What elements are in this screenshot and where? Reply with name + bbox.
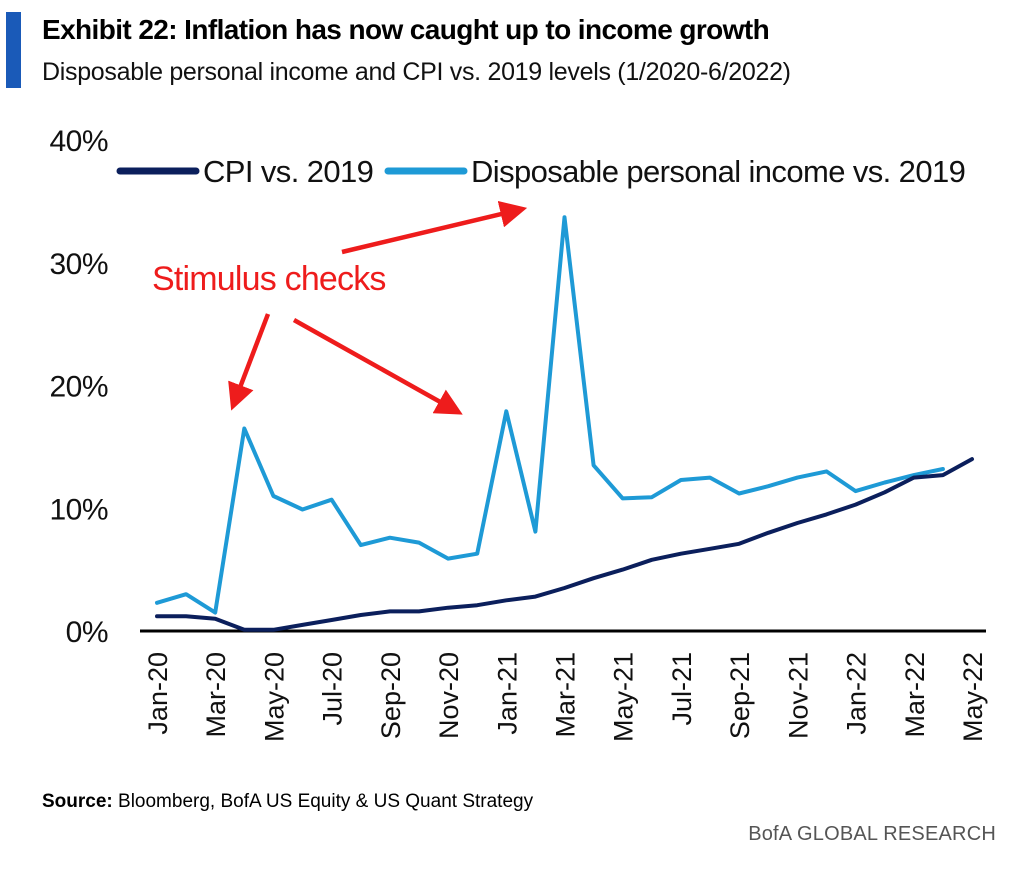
annotation-text: Stimulus checks xyxy=(152,260,386,298)
annotation-arrow xyxy=(341,200,528,255)
legend: CPI vs. 2019 Disposable personal income v… xyxy=(116,154,966,189)
x-tick-label: May-22 xyxy=(958,652,988,742)
y-tick-label: 0% xyxy=(66,616,108,649)
chart-subtitle: Disposable personal income and CPI vs. 2… xyxy=(42,58,791,86)
x-tick-label: May-20 xyxy=(259,652,289,742)
source-note: Source: Bloomberg, BofA US Equity & US Q… xyxy=(42,791,533,813)
stimulus-annotation: Stimulus checks xyxy=(152,200,528,415)
y-tick-label: 10% xyxy=(49,493,108,526)
x-tick-label: Jan-20 xyxy=(143,652,173,735)
x-tick-label: Nov-20 xyxy=(434,652,464,739)
x-tick-label: Sep-21 xyxy=(725,652,755,739)
x-tick-label: Mar-20 xyxy=(201,652,231,738)
x-tick-label: Jul-21 xyxy=(667,652,697,726)
accent-bar xyxy=(6,12,21,88)
x-tick-label: Jan-21 xyxy=(492,652,522,735)
x-tick-label: May-21 xyxy=(609,652,639,742)
y-axis-labels: 0% 10% 20% 30% 40% xyxy=(49,125,108,649)
legend-label: CPI vs. 2019 xyxy=(203,154,373,189)
series-lines xyxy=(155,215,974,632)
chart-title: Exhibit 22: Inflation has now caught up … xyxy=(42,14,770,45)
x-tick-label: Jul-20 xyxy=(318,652,348,726)
x-axis-labels: Jan-20 Mar-20 May-20 Jul-20 Sep-20 Nov-20 Jan-… xyxy=(143,652,988,742)
x-tick-label: Nov-21 xyxy=(783,652,813,739)
x-tick-label: Jan-22 xyxy=(842,652,872,735)
line-chart: 0% 10% 20% 30% 40% Jan-20 Mar-20 May-20 Jul-20 S… xyxy=(49,125,988,742)
annotation-arrow xyxy=(292,318,463,415)
cpi-series-line xyxy=(155,457,974,632)
y-tick-label: 20% xyxy=(49,371,108,404)
brand-footer: BofA GLOBAL RESEARCH xyxy=(748,823,996,845)
x-tick-label: Sep-20 xyxy=(376,652,406,739)
x-tick-label: Mar-21 xyxy=(551,652,581,738)
y-tick-label: 40% xyxy=(49,125,108,158)
source-text: Bloomberg, BofA US Equity & US Quant Str… xyxy=(118,791,534,812)
y-tick-label: 30% xyxy=(49,248,108,281)
income-series-line xyxy=(155,215,945,615)
legend-label: Disposable personal income vs. 2019 xyxy=(471,154,965,189)
annotation-arrow xyxy=(228,313,271,411)
x-tick-label: Mar-22 xyxy=(900,652,930,738)
source-label: Source: xyxy=(42,791,113,812)
